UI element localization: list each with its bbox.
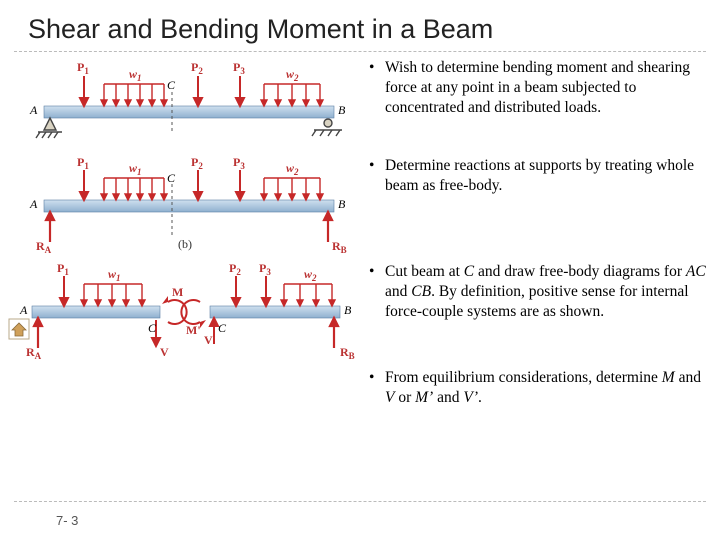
svg-text:(b): (b) <box>178 237 192 251</box>
diagram-1: P1 w1 P2 P3 w2 A B C <box>14 56 359 148</box>
svg-text:C: C <box>167 171 176 185</box>
svg-text:V': V' <box>204 333 216 347</box>
svg-text:A: A <box>29 103 38 117</box>
svg-text:w1: w1 <box>129 161 142 177</box>
svg-text:w2: w2 <box>304 267 317 283</box>
svg-text:RB: RB <box>332 239 347 254</box>
svg-text:A: A <box>29 197 38 211</box>
svg-text:C: C <box>167 78 176 92</box>
svg-text:P3: P3 <box>233 155 245 171</box>
bullet-4: From equilibrium considerations, determi… <box>369 366 706 408</box>
title-divider <box>14 51 706 52</box>
row-4: From equilibrium considerations, determi… <box>14 366 706 408</box>
content-area: P1 w1 P2 P3 w2 A B C Wish to determine ben… <box>0 56 720 408</box>
svg-text:V: V <box>160 345 169 359</box>
svg-text:P1: P1 <box>57 261 69 277</box>
svg-text:P1: P1 <box>77 155 89 171</box>
svg-text:P2: P2 <box>191 155 203 171</box>
svg-text:w2: w2 <box>286 67 299 83</box>
page-title: Shear and Bending Moment in a Beam <box>0 0 720 51</box>
row-3: P1 w1 P2 P3 w2 RA RB M M' V V' A B C C <box>14 260 706 360</box>
svg-text:P2: P2 <box>229 261 241 277</box>
svg-text:M: M <box>172 285 183 299</box>
svg-text:w1: w1 <box>129 67 142 83</box>
svg-text:C: C <box>218 321 227 335</box>
svg-text:RA: RA <box>26 345 42 360</box>
row-1: P1 w1 P2 P3 w2 A B C Wish to determine ben… <box>14 56 706 148</box>
svg-text:A: A <box>19 303 28 317</box>
svg-text:P3: P3 <box>259 261 271 277</box>
bullet-2: Determine reactions at supports by treat… <box>369 154 706 196</box>
svg-text:w2: w2 <box>286 161 299 177</box>
home-icon[interactable] <box>8 318 30 340</box>
bullet-1: Wish to determine bending moment and she… <box>369 56 706 117</box>
svg-text:M': M' <box>186 323 201 337</box>
svg-text:B: B <box>338 103 346 117</box>
svg-text:B: B <box>338 197 346 211</box>
page-number: 7- 3 <box>56 513 78 528</box>
diagram-2: P1 w1 P2 P3 w2 RA RB ABC (b) <box>14 154 359 254</box>
diagram-3: P1 w1 P2 P3 w2 RA RB M M' V V' A B C C <box>14 260 359 360</box>
svg-text:C: C <box>148 321 157 335</box>
bullet-3: Cut beam at C and draw free-body diagram… <box>369 260 706 321</box>
footer-divider <box>14 501 706 502</box>
svg-text:P2: P2 <box>191 60 203 76</box>
row-2: P1 w1 P2 P3 w2 RA RB ABC (b) Determine r… <box>14 154 706 254</box>
svg-text:P1: P1 <box>77 60 89 76</box>
svg-text:P3: P3 <box>233 60 245 76</box>
svg-text:w1: w1 <box>108 267 121 283</box>
svg-text:B: B <box>344 303 352 317</box>
svg-text:RB: RB <box>340 345 355 360</box>
